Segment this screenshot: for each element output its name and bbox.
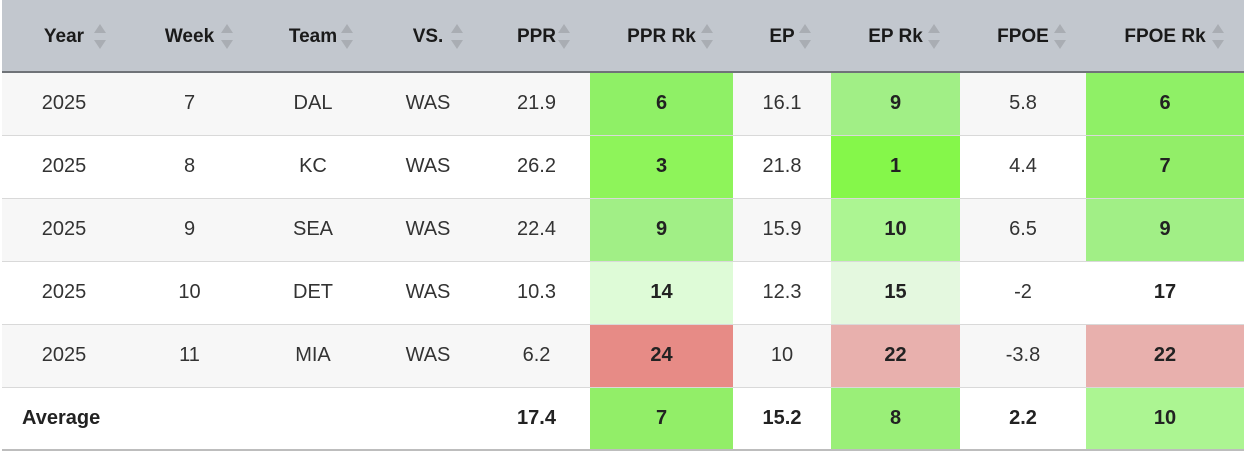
table-row: 2025 7 DAL WAS 21.9 6 16.1 9 5.8 6	[2, 72, 1244, 136]
sort-icon[interactable]	[1212, 24, 1224, 50]
cell-ep: 21.8	[733, 135, 831, 199]
average-fpoe: 2.2	[960, 387, 1086, 451]
cell-week: 7	[126, 72, 253, 136]
column-header-ep[interactable]: EP	[733, 0, 831, 73]
cell-team: SEA	[253, 198, 373, 262]
cell-fpoe-rk: 22	[1086, 324, 1244, 388]
sort-icon[interactable]	[221, 24, 233, 50]
cell-ep: 10	[733, 324, 831, 388]
average-ep: 15.2	[733, 387, 831, 451]
table-row: 2025 8 KC WAS 26.2 3 21.8 1 4.4 7	[2, 135, 1244, 199]
average-ppr-rk: 7	[590, 387, 733, 451]
cell-ep-rk: 15	[831, 261, 960, 325]
table-row: 2025 9 SEA WAS 22.4 9 15.9 10 6.5 9	[2, 198, 1244, 262]
column-header-team[interactable]: Team	[253, 0, 373, 73]
cell-vs: WAS	[373, 261, 483, 325]
cell-ep-rk: 10	[831, 198, 960, 262]
cell-fpoe: -3.8	[960, 324, 1086, 388]
sort-icon[interactable]	[451, 24, 463, 50]
cell-ep-rk: 22	[831, 324, 960, 388]
cell-team: MIA	[253, 324, 373, 388]
sort-icon[interactable]	[94, 24, 106, 50]
column-header-year[interactable]: Year	[2, 0, 126, 73]
cell-fpoe-rk: 17	[1086, 261, 1244, 325]
cell-fpoe: -2	[960, 261, 1086, 325]
average-ep-rk: 8	[831, 387, 960, 451]
cell-vs: WAS	[373, 135, 483, 199]
cell-team: DAL	[253, 72, 373, 136]
cell-ppr-rk: 6	[590, 72, 733, 136]
column-header-week[interactable]: Week	[126, 0, 253, 73]
cell-year: 2025	[2, 261, 126, 325]
column-header-ppr-rk[interactable]: PPR Rk	[590, 0, 733, 73]
cell-fpoe: 4.4	[960, 135, 1086, 199]
cell-week: 11	[126, 324, 253, 388]
column-header-vs[interactable]: VS.	[373, 0, 483, 73]
cell-ep-rk: 9	[831, 72, 960, 136]
cell-ppr-rk: 9	[590, 198, 733, 262]
cell-ppr: 21.9	[483, 72, 590, 136]
cell-week: 9	[126, 198, 253, 262]
cell-ppr: 6.2	[483, 324, 590, 388]
cell-vs: WAS	[373, 198, 483, 262]
sort-icon[interactable]	[799, 24, 811, 50]
column-header-fpoe[interactable]: FPOE	[960, 0, 1086, 73]
cell-vs	[373, 387, 483, 451]
cell-fpoe-rk: 7	[1086, 135, 1244, 199]
cell-fpoe: 6.5	[960, 198, 1086, 262]
cell-fpoe-rk: 9	[1086, 198, 1244, 262]
cell-ppr-rk: 24	[590, 324, 733, 388]
column-header-ep-rk[interactable]: EP Rk	[831, 0, 960, 73]
cell-year: 2025	[2, 198, 126, 262]
cell-fpoe-rk: 6	[1086, 72, 1244, 136]
table-row: 2025 11 MIA WAS 6.2 24 10 22 -3.8 22	[2, 324, 1244, 388]
sort-icon[interactable]	[341, 24, 353, 50]
cell-ep: 12.3	[733, 261, 831, 325]
column-header-fpoe-rk[interactable]: FPOE Rk	[1086, 0, 1244, 73]
cell-team: KC	[253, 135, 373, 199]
cell-vs: WAS	[373, 72, 483, 136]
cell-team	[253, 387, 373, 451]
cell-ppr: 10.3	[483, 261, 590, 325]
cell-fpoe: 5.8	[960, 72, 1086, 136]
sort-icon[interactable]	[558, 24, 570, 50]
table-row: 2025 10 DET WAS 10.3 14 12.3 15 -2 17	[2, 261, 1244, 325]
cell-ppr: 22.4	[483, 198, 590, 262]
sort-icon[interactable]	[701, 24, 713, 50]
average-row: Average 17.4 7 15.2 8 2.2 10	[2, 387, 1244, 451]
cell-team: DET	[253, 261, 373, 325]
cell-year: 2025	[2, 324, 126, 388]
cell-ep-rk: 1	[831, 135, 960, 199]
cell-week	[126, 387, 253, 451]
sort-icon[interactable]	[928, 24, 940, 50]
average-fpoe-rk: 10	[1086, 387, 1244, 451]
column-header-ppr[interactable]: PPR	[483, 0, 590, 73]
cell-vs: WAS	[373, 324, 483, 388]
header-row: Year Week Team VS. PPR PPR Rk EP EP Rk F…	[2, 0, 1244, 73]
cell-week: 10	[126, 261, 253, 325]
cell-ppr-rk: 14	[590, 261, 733, 325]
average-ppr: 17.4	[483, 387, 590, 451]
cell-ep: 15.9	[733, 198, 831, 262]
cell-week: 8	[126, 135, 253, 199]
cell-year: 2025	[2, 72, 126, 136]
cell-year: 2025	[2, 135, 126, 199]
cell-ppr-rk: 3	[590, 135, 733, 199]
sort-icon[interactable]	[1054, 24, 1066, 50]
cell-ppr: 26.2	[483, 135, 590, 199]
average-label: Average	[2, 387, 126, 451]
cell-ep: 16.1	[733, 72, 831, 136]
